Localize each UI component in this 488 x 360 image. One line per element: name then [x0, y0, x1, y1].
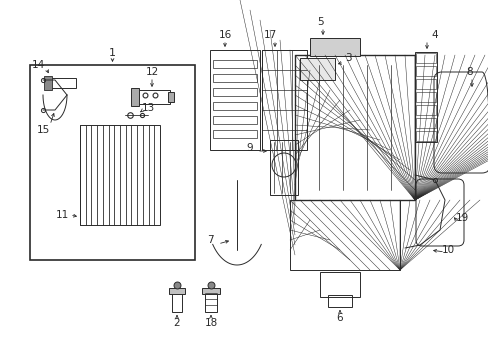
Bar [44, 76, 52, 90]
Bar [309, 38, 359, 56]
Bar [299, 58, 334, 80]
Text: 11: 11 [55, 210, 68, 220]
Text: 1: 1 [109, 48, 116, 58]
Text: 5: 5 [316, 17, 323, 27]
Bar [415, 118, 435, 128]
Bar [294, 55, 414, 200]
Bar [213, 116, 257, 124]
Text: 7: 7 [206, 235, 213, 245]
Text: 3: 3 [344, 53, 350, 63]
Text: 2: 2 [173, 318, 180, 328]
Bar [415, 92, 435, 102]
Bar [213, 88, 257, 96]
Text: 4: 4 [431, 30, 437, 40]
Bar [414, 52, 436, 142]
Text: 15: 15 [36, 125, 49, 135]
Bar [415, 105, 435, 115]
Bar [135, 90, 170, 104]
Bar [168, 92, 174, 102]
Text: 9: 9 [246, 143, 253, 153]
Text: 19: 19 [454, 213, 468, 223]
Bar [327, 295, 351, 307]
Text: 12: 12 [145, 67, 158, 77]
Bar [213, 60, 257, 68]
Text: 17: 17 [263, 30, 276, 40]
Text: 10: 10 [441, 245, 454, 255]
Bar [131, 88, 139, 106]
Bar [269, 140, 297, 195]
Bar [209, 50, 260, 150]
Text: 18: 18 [204, 318, 217, 328]
Bar [415, 53, 435, 63]
Bar [213, 130, 257, 138]
Bar [80, 125, 160, 225]
Bar [48, 78, 76, 88]
Bar [204, 290, 217, 312]
Bar [172, 290, 182, 312]
Bar [415, 79, 435, 89]
Bar [415, 66, 435, 76]
Bar [213, 74, 257, 82]
Bar [289, 200, 399, 270]
Bar [169, 288, 184, 294]
Text: 14: 14 [31, 60, 44, 70]
Bar [213, 102, 257, 110]
Text: 8: 8 [466, 67, 472, 77]
Text: 13: 13 [141, 103, 154, 113]
Text: 6: 6 [336, 313, 343, 323]
Text: 16: 16 [218, 30, 231, 40]
Bar [319, 272, 359, 297]
Bar [262, 50, 306, 150]
Bar [30, 65, 195, 260]
Bar [202, 288, 220, 294]
Bar [415, 131, 435, 141]
